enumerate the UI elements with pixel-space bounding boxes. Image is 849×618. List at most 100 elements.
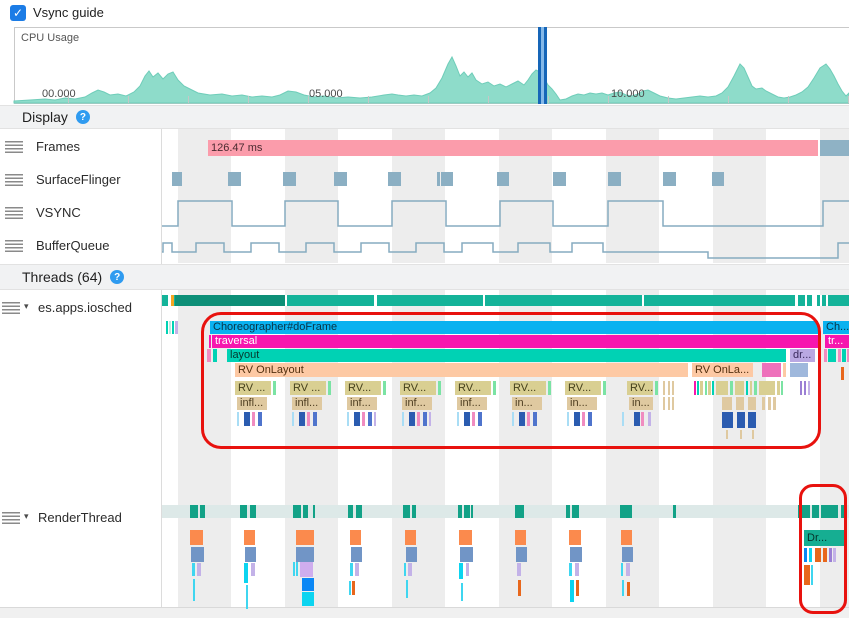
trace-slice[interactable]: RV ... [235, 381, 271, 395]
renderthread-trace-slice[interactable] [815, 548, 821, 562]
trace-slice[interactable]: 126.47 ms [208, 140, 818, 156]
surfaceflinger-frame[interactable] [608, 172, 621, 186]
renderthread-trace-slice[interactable] [296, 562, 298, 576]
renderthread-trace-slice[interactable] [251, 563, 255, 576]
row-drag-handle[interactable] [2, 302, 20, 314]
trace-slice[interactable]: tr... [825, 335, 849, 348]
trace-slice[interactable]: Ch... [823, 321, 849, 334]
renderthread-trace-slice[interactable] [517, 563, 521, 576]
renderthread-trace-slice[interactable] [404, 563, 406, 576]
trace-slice[interactable]: RV... [627, 381, 653, 395]
row-drag-handle[interactable] [5, 174, 23, 186]
trace-slice[interactable]: RV... [400, 381, 436, 395]
renderthread-trace-slice[interactable] [575, 563, 579, 576]
renderthread-trace-slice[interactable] [191, 547, 204, 562]
renderthread-trace-slice[interactable] [833, 548, 836, 562]
row-drag-handle[interactable] [5, 240, 23, 252]
trace-slice[interactable]: RV... [565, 381, 601, 395]
surfaceflinger-frame[interactable] [497, 172, 509, 186]
trace-slice[interactable]: RV OnLa... [692, 363, 753, 377]
renderthread-trace-slice[interactable] [302, 578, 314, 591]
renderthread-trace-slice[interactable] [459, 530, 472, 545]
renderthread-trace-slice[interactable] [823, 548, 827, 562]
renderthread-trace-slice[interactable] [405, 530, 416, 545]
trace-slice[interactable]: inf... [347, 397, 377, 410]
surfaceflinger-frame[interactable] [334, 172, 347, 186]
trace-slice[interactable]: in... [629, 397, 653, 410]
surfaceflinger-frame[interactable] [228, 172, 241, 186]
renderthread-trace-slice[interactable] [351, 547, 362, 562]
renderthread-trace-slice[interactable] [569, 563, 572, 576]
surfaceflinger-frame[interactable] [388, 172, 401, 186]
row-drag-handle[interactable] [5, 141, 23, 153]
renderthread-trace-slice[interactable] [350, 530, 361, 545]
renderthread-trace-slice[interactable] [461, 583, 463, 601]
trace-slice[interactable]: RV... [510, 381, 546, 395]
trace-slice[interactable]: in... [512, 397, 542, 410]
renderthread-trace-slice[interactable] [621, 563, 623, 576]
renderthread-trace-slice[interactable] [296, 530, 314, 545]
renderthread-trace-slice[interactable] [244, 530, 255, 545]
trace-slice[interactable]: RV... [345, 381, 381, 395]
renderthread-trace-slice[interactable] [621, 530, 632, 545]
threads-help-icon[interactable]: ? [110, 270, 125, 284]
renderthread-trace-slice[interactable] [350, 563, 353, 576]
renderthread-trace-slice[interactable] [293, 562, 295, 576]
renderthread-trace-slice[interactable] [569, 530, 581, 545]
trace-slice[interactable]: Choreographer#doFrame [210, 321, 818, 334]
renderthread-trace-slice[interactable] [355, 563, 359, 576]
renderthread-trace-slice[interactable] [466, 563, 469, 576]
trace-slice[interactable]: in... [567, 397, 597, 410]
trace-slice[interactable]: dr... [790, 349, 815, 362]
renderthread-trace-slice[interactable] [516, 547, 527, 562]
surfaceflinger-frame[interactable] [663, 172, 676, 186]
renderthread-trace-slice[interactable] [622, 580, 624, 596]
renderthread-trace-slice[interactable] [192, 563, 195, 576]
renderthread-trace-slice[interactable] [627, 582, 630, 596]
renderthread-trace-slice[interactable] [245, 547, 256, 562]
renderthread-trace-slice[interactable] [518, 580, 521, 596]
renderthread-trace-slice[interactable] [193, 579, 195, 601]
renderthread-trace-slice[interactable] [626, 563, 630, 576]
trace-slice[interactable]: RV OnLayout [235, 363, 688, 377]
surfaceflinger-frame[interactable] [437, 172, 440, 186]
renderthread-trace-slice[interactable] [804, 548, 807, 562]
renderthread-trace-slice[interactable] [459, 563, 463, 579]
renderthread-trace-slice[interactable] [809, 548, 812, 562]
trace-slice[interactable]: layout [227, 349, 786, 362]
trace-slice[interactable]: infl... [237, 397, 267, 410]
renderthread-trace-slice[interactable] [829, 548, 832, 562]
trace-slice[interactable]: Dr... [804, 530, 844, 546]
trace-slice[interactable]: infl... [292, 397, 322, 410]
renderthread-trace-slice[interactable] [349, 581, 351, 595]
renderthread-trace-slice[interactable] [190, 530, 203, 545]
renderthread-trace-slice[interactable] [622, 547, 633, 562]
renderthread-trace-slice[interactable] [302, 592, 314, 606]
renderthread-trace-slice[interactable] [296, 547, 314, 562]
renderthread-trace-slice[interactable] [570, 580, 574, 602]
trace-slice[interactable]: inf... [402, 397, 432, 410]
trace-slice[interactable]: traversal [212, 335, 818, 348]
display-help-icon[interactable]: ? [75, 110, 90, 124]
surfaceflinger-frame[interactable] [441, 172, 453, 186]
frame-bar-segment[interactable] [820, 140, 849, 156]
collapse-triangle-icon[interactable]: ▾ [24, 511, 29, 521]
renderthread-trace-slice[interactable] [515, 530, 526, 545]
cpu-usage-track[interactable]: CPU Usage [14, 27, 849, 104]
renderthread-trace-slice[interactable] [406, 547, 417, 562]
trace-slice[interactable]: RV... [455, 381, 491, 395]
surfaceflinger-frame[interactable] [283, 172, 296, 186]
surfaceflinger-frame[interactable] [553, 172, 566, 186]
vsync-guide-checkbox[interactable]: ✓ [10, 5, 26, 21]
renderthread-trace-slice[interactable] [406, 580, 408, 598]
renderthread-trace-slice[interactable] [244, 563, 248, 583]
renderthread-trace-slice[interactable] [408, 563, 412, 576]
renderthread-trace-slice[interactable] [300, 562, 313, 577]
renderthread-trace-slice[interactable] [352, 581, 355, 595]
collapse-triangle-icon[interactable]: ▾ [24, 301, 29, 311]
renderthread-trace-slice[interactable] [811, 565, 813, 585]
renderthread-trace-slice[interactable] [804, 565, 810, 585]
surfaceflinger-frame[interactable] [172, 172, 182, 186]
renderthread-trace-slice[interactable] [246, 585, 248, 609]
row-drag-handle[interactable] [2, 512, 20, 524]
